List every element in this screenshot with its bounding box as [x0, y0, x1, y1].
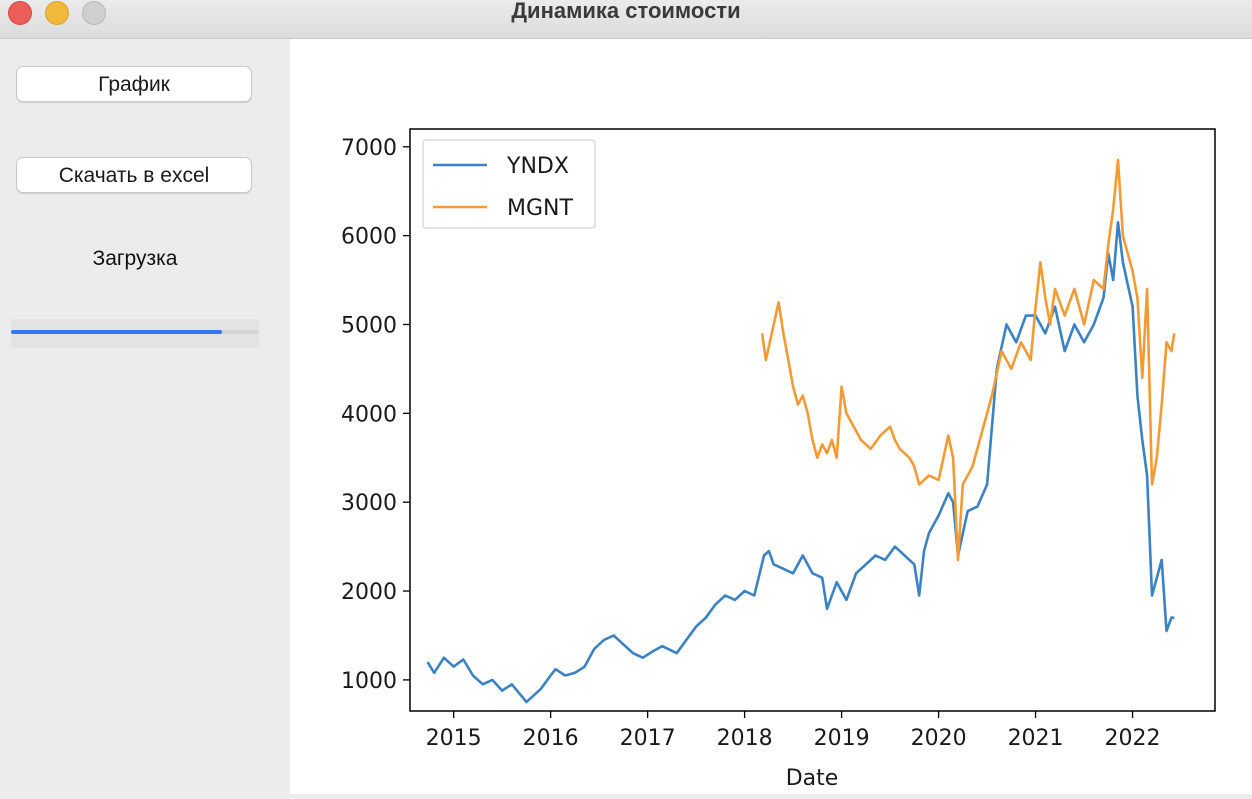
legend-label-mgnt: MGNT — [507, 196, 573, 221]
chart-legend: YNDX MGNT — [422, 139, 596, 229]
x-tick-label: 2021 — [1008, 726, 1064, 751]
x-tick-label: 2022 — [1105, 726, 1161, 751]
status-label: Загрузка — [92, 247, 178, 270]
x-tick-label: 2019 — [814, 726, 870, 751]
chart-area: 2015 2016 2017 2018 2019 2020 2021 2022 1000 200… — [290, 39, 1252, 794]
legend-label-yndx: YNDX — [506, 154, 569, 179]
x-axis-ticks: 2015 2016 2017 2018 2019 2020 2021 2022 — [426, 711, 1161, 751]
y-axis-ticks: 1000 2000 3000 4000 5000 6000 7000 — [341, 136, 410, 694]
price-chart: 2015 2016 2017 2018 2019 2020 2021 2022 1000 200… — [341, 128, 1216, 791]
plot-button[interactable]: График — [16, 66, 252, 102]
y-tick-label: 5000 — [341, 313, 397, 338]
x-tick-label: 2017 — [620, 726, 676, 751]
progress-bar — [11, 319, 259, 348]
series-line-mgnt — [760, 158, 1176, 562]
y-tick-label: 2000 — [341, 580, 397, 605]
plot-lines — [426, 158, 1176, 704]
y-tick-label: 4000 — [341, 402, 397, 427]
minimize-window-button[interactable] — [45, 1, 69, 25]
progress-fill — [11, 330, 222, 334]
x-tick-label: 2018 — [717, 726, 773, 751]
y-tick-label: 3000 — [341, 491, 397, 516]
y-tick-label: 7000 — [341, 136, 397, 161]
x-tick-label: 2015 — [426, 726, 482, 751]
main-content: График Скачать в excel Загрузка 2015 2016… — [0, 39, 1252, 794]
window-title: Динамика стоимости — [511, 0, 741, 23]
download-excel-button[interactable]: Скачать в excel — [16, 157, 252, 193]
x-tick-label: 2016 — [523, 726, 579, 751]
plot-frame — [409, 128, 1216, 712]
x-tick-label: 2020 — [911, 726, 967, 751]
close-window-button[interactable] — [8, 1, 32, 25]
title-bar: Динамика стоимости — [0, 0, 1252, 39]
y-tick-label: 1000 — [341, 669, 397, 694]
series-line-yndx — [426, 221, 1175, 704]
x-axis-label: Date — [786, 766, 839, 791]
zoom-window-button[interactable] — [82, 1, 106, 25]
y-tick-label: 6000 — [341, 225, 397, 250]
